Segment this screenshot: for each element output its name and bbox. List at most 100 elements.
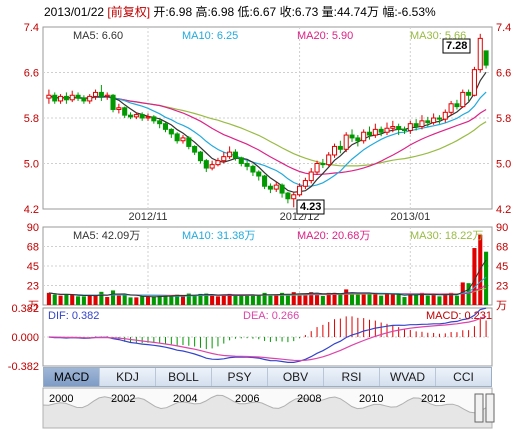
timeline-year: 2008 — [297, 393, 322, 405]
candle-body — [133, 114, 139, 118]
candle-body — [256, 171, 262, 177]
candle-body — [431, 117, 437, 124]
change-label: 幅: — [382, 5, 398, 19]
volume-bar — [396, 294, 401, 305]
volume-bar — [198, 293, 203, 305]
candle-body — [162, 123, 169, 130]
volume-bar — [180, 296, 186, 305]
volume-tick-right: 68 — [496, 242, 508, 254]
volume-bar — [297, 293, 302, 305]
vol-ma5-legend: MA5: 42.09万 — [73, 230, 141, 242]
volume-bar — [367, 293, 372, 305]
adjust-tag[interactable]: [前复权] — [107, 5, 151, 19]
tab-obv[interactable]: OBV — [268, 368, 324, 386]
candle-body — [460, 91, 466, 108]
volume-tick-left: 23 — [27, 281, 39, 293]
candle-body — [46, 94, 52, 99]
ma20-legend: MA20: 5.90 — [297, 30, 354, 42]
candlesticks — [46, 33, 489, 208]
candle-body — [297, 185, 303, 196]
candle-body — [110, 94, 116, 110]
price-ma-lines — [48, 71, 487, 193]
ma5-line — [48, 71, 487, 193]
candle-body — [192, 145, 198, 153]
candle-body — [308, 171, 314, 182]
candle-body — [448, 103, 454, 113]
volume-bar — [390, 294, 395, 305]
candle-body — [384, 127, 390, 133]
range-handle-right[interactable] — [485, 393, 495, 423]
candle-body — [93, 91, 99, 97]
candle-body — [285, 192, 291, 200]
candle-body — [355, 137, 361, 142]
volume-bar — [76, 296, 81, 305]
tab-psy[interactable]: PSY — [212, 368, 268, 386]
candle-body — [466, 91, 472, 96]
candle-body — [337, 145, 343, 150]
volume-bar — [186, 293, 191, 305]
timeline-year: 2006 — [235, 393, 260, 405]
timeline-year: 2000 — [49, 393, 74, 405]
volume-bar — [449, 292, 454, 305]
tab-macd[interactable]: MACD — [44, 368, 100, 386]
volume-value: 44.74万 — [336, 5, 379, 19]
price-tick-right: 6.6 — [496, 68, 511, 80]
candle-body — [343, 134, 349, 150]
candle-body — [454, 103, 460, 108]
tab-boll[interactable]: BOLL — [156, 368, 212, 386]
volume-bar — [454, 295, 459, 305]
price-tick-right: 4.2 — [496, 204, 511, 216]
volume-bar — [419, 292, 425, 305]
candle-body — [407, 123, 413, 132]
candle-body — [197, 151, 204, 162]
volume-bar — [402, 297, 407, 305]
candle-body — [227, 151, 233, 158]
candle-body — [232, 151, 238, 159]
range-handle-left[interactable] — [474, 393, 484, 423]
dea-line — [48, 315, 487, 362]
candle-body — [104, 94, 110, 97]
candle-body — [326, 154, 332, 166]
volume-bar — [93, 295, 98, 305]
volume-bar — [227, 293, 232, 305]
candle-body — [145, 116, 151, 119]
volume-bar — [134, 297, 139, 305]
volume-bar — [262, 292, 267, 305]
volume-bar — [344, 289, 349, 305]
macd-tick-left: -0.382 — [8, 361, 39, 373]
volume-bar — [384, 293, 390, 305]
volume-bar — [320, 295, 325, 305]
volume-bar — [315, 292, 320, 305]
tab-cci[interactable]: CCI — [453, 370, 474, 384]
candle-body — [314, 163, 320, 173]
candle-body — [180, 137, 186, 142]
volume-tick-right: 万 — [496, 300, 507, 312]
candle-body — [349, 134, 355, 139]
vol-ma20-legend: MA20: 20.68万 — [297, 230, 371, 242]
indicator-tabs: MACD KDJ BOLL PSY OBV RSI WVAD CCI — [43, 367, 492, 387]
volume-tick-left: 90 — [27, 222, 39, 234]
volume-bar — [414, 294, 419, 305]
volume-bars — [46, 234, 489, 305]
volume-bar — [99, 291, 104, 305]
volume-ma5-line — [48, 259, 487, 298]
dif-legend: DIF: 0.382 — [48, 310, 100, 322]
candle-body — [419, 120, 425, 128]
volume-bar — [437, 296, 442, 305]
candle-body — [442, 111, 448, 120]
candle-body — [279, 184, 285, 194]
price-tick-left: 5.0 — [24, 159, 39, 171]
timeline-year: 2010 — [359, 393, 384, 405]
low-value: 6.67 — [252, 5, 277, 19]
candle-body — [87, 95, 93, 102]
volume-tick-right: 90 — [496, 222, 508, 234]
tab-wvad[interactable]: WVAD — [380, 368, 436, 386]
macd-legend: MACD: 0.231 — [426, 310, 493, 322]
tab-kdj[interactable]: KDJ — [100, 368, 156, 386]
tab-rsi[interactable]: RSI — [324, 368, 380, 386]
macd-tick-left: 0.000 — [11, 332, 39, 344]
ma30-legend: MA30: 5.66 — [410, 30, 467, 42]
volume-bar — [122, 294, 127, 305]
candle-body — [483, 50, 489, 66]
